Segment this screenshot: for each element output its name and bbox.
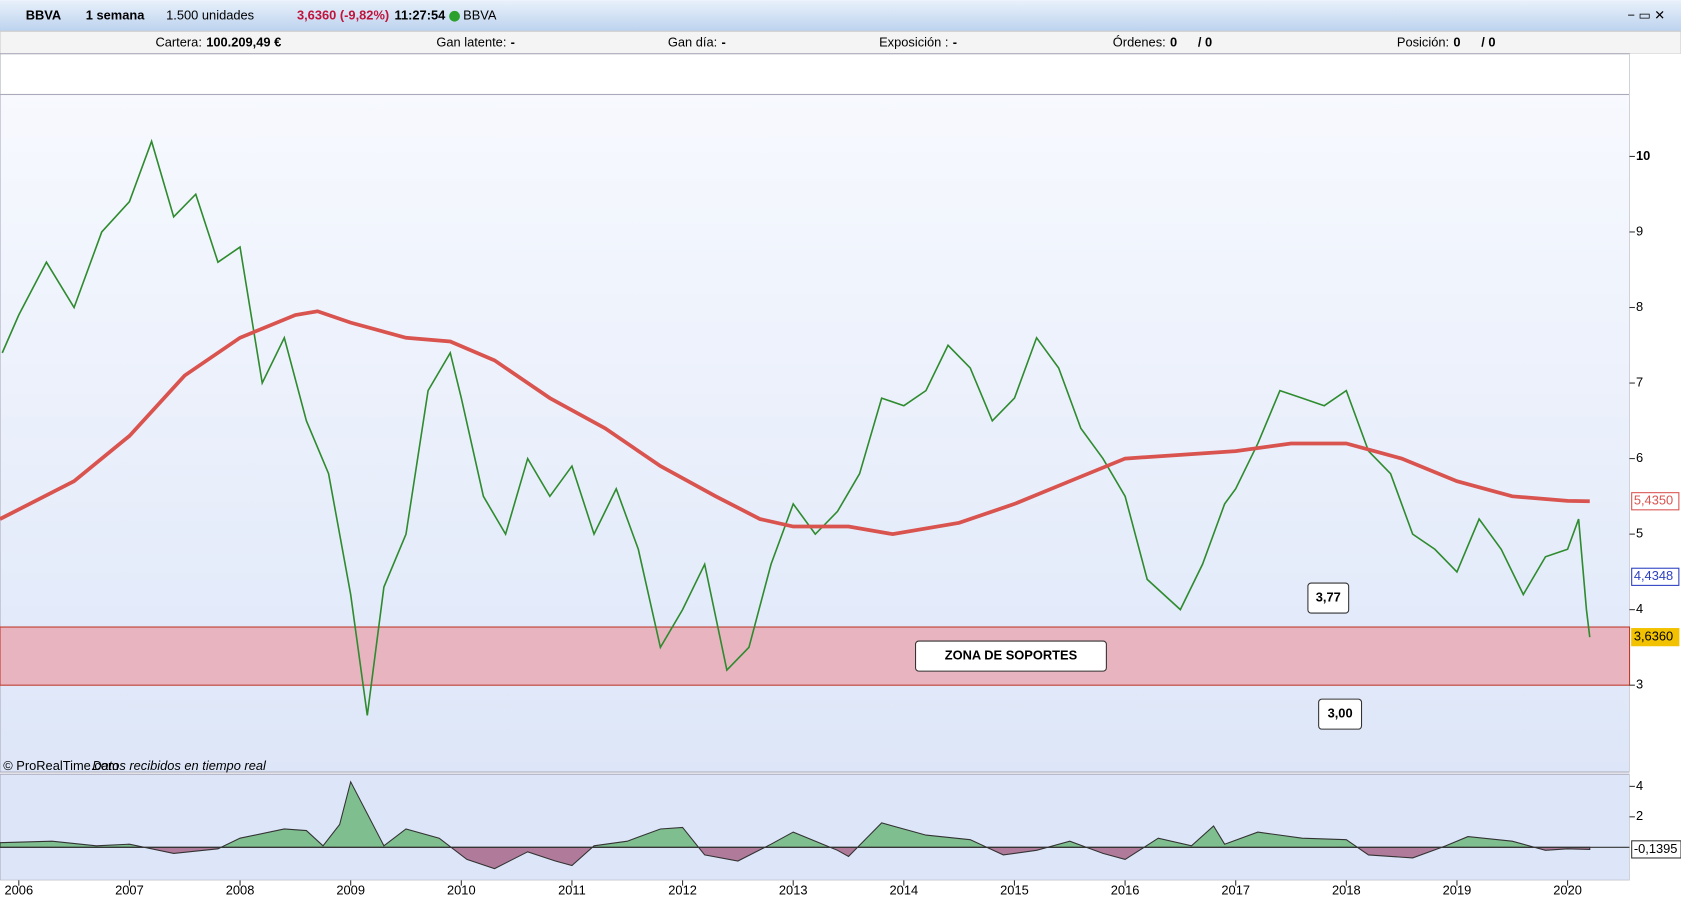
series-line (1, 138, 1591, 716)
x-axis (0, 880, 1681, 903)
units[interactable]: 1.500 unidades (166, 8, 254, 23)
price-tag-label: 5,4350 (1634, 493, 1673, 508)
status-value: - (953, 34, 957, 49)
x-tick-label: 2014 (890, 882, 919, 897)
window-controls[interactable]: − ▭ ✕ (1627, 8, 1665, 23)
annotation: 3,77 (1316, 589, 1341, 604)
blank-band (0, 53, 1631, 96)
x-tick-label: 2018 (1332, 882, 1361, 897)
price-tag-label: 3,6360 (1634, 629, 1673, 644)
status-label: Exposición : (879, 34, 948, 49)
status-label: Gan día: (668, 34, 717, 49)
y-tick-label: 6 (1636, 450, 1643, 465)
x-tick-label: 2020 (1553, 882, 1582, 897)
status-extra: / 0 (1481, 34, 1495, 49)
y-tick-label: 4 (1636, 601, 1643, 616)
status-label: Gan latente: (436, 34, 506, 49)
price-tag (1631, 567, 1680, 586)
time: 11:27:54 (395, 8, 447, 23)
name: BBVA (463, 8, 497, 23)
price-tag (1631, 492, 1680, 511)
annotation-box (1307, 582, 1350, 614)
right-axis (1629, 53, 1681, 881)
status-value: 0 (1170, 34, 1177, 49)
annotation-box (1318, 698, 1363, 730)
indicator-area (0, 773, 1631, 881)
status-label: Posición: (1397, 34, 1449, 49)
price-change: 3,6360 (-9,82%) (297, 8, 389, 23)
price-tag (1631, 628, 1680, 647)
price-tag-label: 4,4348 (1634, 568, 1673, 583)
indicator-tag-label: -0,1395 (1634, 841, 1678, 856)
x-tick-label: 2019 (1443, 882, 1472, 897)
status-label: Cartera: (155, 34, 201, 49)
status-value: 0 (1453, 34, 1460, 49)
toolbar (0, 0, 1681, 32)
x-tick-label: 2008 (226, 882, 255, 897)
y-tick-label: 8 (1636, 299, 1643, 314)
annotation: ZONA DE SOPORTES (945, 647, 1078, 662)
source: © ProRealTime.com (3, 758, 118, 773)
y-tick-label: 10 (1636, 148, 1650, 163)
y-tick-label: 5 (1636, 526, 1643, 541)
x-tick-label: 2010 (447, 882, 476, 897)
indicator-area-down (0, 847, 1591, 870)
status-value: - (511, 34, 515, 49)
annotation-box (915, 640, 1107, 672)
x-tick-label: 2006 (5, 882, 34, 897)
y-tick-label: 9 (1636, 223, 1643, 238)
indicator-tick-label: 2 (1636, 808, 1643, 823)
period[interactable]: 1 semana (86, 8, 145, 23)
status-extra: / 0 (1198, 34, 1212, 49)
indicator-area-up (0, 780, 1591, 848)
x-tick-label: 2016 (1111, 882, 1140, 897)
x-tick-label: 2011 (558, 882, 586, 897)
x-tick-label: 2012 (668, 882, 697, 897)
status-value: - (722, 34, 726, 49)
indicator-tick-label: 4 (1636, 778, 1643, 793)
series-line (0, 309, 1590, 537)
x-tick-label: 2017 (1221, 882, 1250, 897)
x-tick-label: 2013 (779, 882, 808, 897)
x-tick-label: 2007 (115, 882, 144, 897)
source-note: Datos recibidos en tiempo real (92, 758, 267, 773)
support-zone (0, 626, 1631, 686)
x-tick-label: 2009 (336, 882, 365, 897)
indicator-tag (1631, 840, 1681, 859)
live-dot (449, 10, 460, 22)
y-tick-label: 7 (1636, 374, 1643, 389)
status-value: 100.209,49 € (206, 34, 281, 49)
annotation: 3,00 (1328, 706, 1353, 721)
status-label: Órdenes: (1113, 34, 1166, 49)
y-tick-label: 3 (1636, 677, 1643, 692)
x-tick-label: 2015 (1000, 882, 1029, 897)
symbol[interactable]: BBVA (26, 8, 61, 23)
